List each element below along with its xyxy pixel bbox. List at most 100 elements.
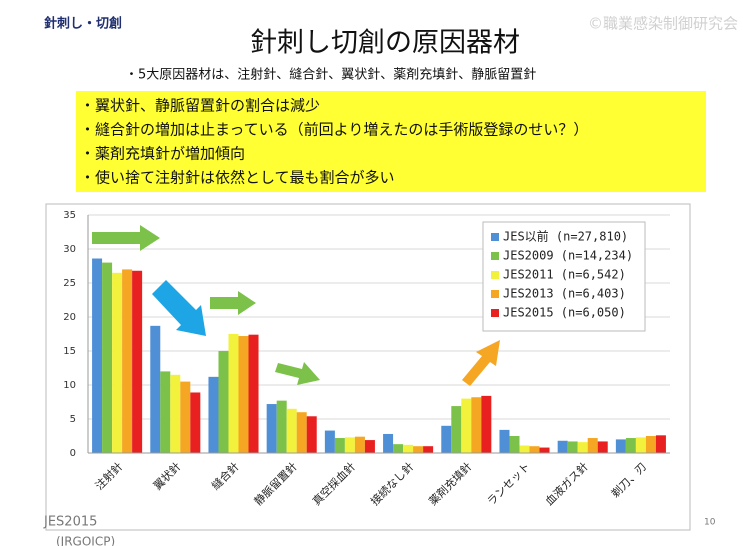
arrow <box>210 291 256 315</box>
y-tick-label: 10 <box>63 380 76 391</box>
bar <box>344 437 355 453</box>
bar <box>266 404 277 453</box>
y-tick-label: 0 <box>70 448 76 459</box>
bar <box>519 445 530 453</box>
legend-label: JES2013 (n=6,403) <box>503 287 626 301</box>
y-tick-label: 15 <box>63 346 76 357</box>
bar <box>276 400 287 453</box>
legend-swatch <box>491 309 499 317</box>
legend-box <box>482 221 646 332</box>
y-tick-label: 30 <box>63 244 76 255</box>
bullet: ・縫合針の増加は止まっている（前回より増えたのは手術版登録のせい？） <box>80 121 588 139</box>
bullet: ・使い捨て注射針は依然として最も割合が多い <box>80 169 395 187</box>
bar <box>655 435 666 453</box>
bar <box>393 444 404 453</box>
legend-swatch <box>491 290 499 298</box>
bar <box>383 433 394 453</box>
bar <box>180 381 191 453</box>
bar <box>567 441 578 453</box>
bar <box>324 430 335 453</box>
bar <box>306 416 317 453</box>
bar <box>218 351 229 453</box>
bar <box>413 446 424 453</box>
y-tick-label: 25 <box>63 278 76 289</box>
legend-swatch <box>491 271 499 279</box>
y-tick-label: 5 <box>70 414 76 425</box>
bar <box>471 397 482 453</box>
bar <box>625 438 636 453</box>
bar <box>286 408 297 453</box>
bar <box>354 436 365 453</box>
x-tick-label: ランセット <box>485 460 533 508</box>
x-tick-label: 剃刀、刃 <box>609 460 649 500</box>
arrow <box>275 362 320 385</box>
bar <box>364 440 375 453</box>
bar <box>509 436 520 453</box>
footer: JES2015 <box>43 515 97 530</box>
bar <box>122 269 133 453</box>
footer-sub: (JRGOICP) <box>56 535 115 546</box>
legend-swatch <box>491 233 499 241</box>
bar <box>150 325 161 453</box>
bar <box>461 398 472 453</box>
bar <box>635 437 646 453</box>
highlight-box <box>76 91 706 192</box>
subtitle: ・5大原因器材は、注射針、縫合針、翼状針、薬剤充填針、静脈留置針 <box>125 67 536 83</box>
legend-label: JES以前 (n=27,810) <box>503 229 628 244</box>
x-tick-label: 接続なし針 <box>368 459 417 508</box>
bar <box>228 334 239 453</box>
bar <box>102 262 113 453</box>
bar <box>403 444 414 453</box>
bar <box>587 438 598 453</box>
annotation-arrows <box>92 225 500 386</box>
arrow <box>92 225 160 251</box>
bar <box>423 446 434 453</box>
x-tick-label: 縫合針 <box>209 459 242 492</box>
bar <box>238 336 249 453</box>
bar <box>160 371 171 453</box>
bar <box>481 395 492 453</box>
bullet: ・薬剤充填針が増加傾向 <box>80 145 245 163</box>
x-tick-label: 薬剤充填針 <box>426 459 475 508</box>
bullet: ・翼状針、静脈留置針の割合は減少 <box>80 97 320 115</box>
bar <box>441 425 452 453</box>
chart-frame <box>45 203 691 531</box>
bar <box>334 438 345 453</box>
bar <box>248 334 259 453</box>
x-tick-label: 注射針 <box>92 459 125 492</box>
bar <box>296 412 307 453</box>
arrow <box>462 340 500 386</box>
legend-label: JES2011 (n=6,542) <box>503 268 626 282</box>
slide-title: 針刺し切創の原因器材 <box>250 28 520 59</box>
slide-label: 針刺し・切創 <box>44 16 122 32</box>
x-tick-label: 真空採血針 <box>309 459 358 508</box>
plot: 0 5 10 15 20 25 30 35 注射針 翼状針 縫合針 静脈留置針 真空採血針 接続なし針 薬剤… <box>63 210 670 508</box>
bar <box>615 439 626 453</box>
bar <box>539 447 550 453</box>
bar <box>132 270 143 453</box>
y-tick-label: 20 <box>63 312 76 323</box>
x-tick-label: 血液ガス針 <box>542 459 591 508</box>
bar <box>557 440 568 453</box>
x-tick-label: 静脈留置針 <box>251 459 300 508</box>
legend-label: JES2015 (n=6,050) <box>503 306 626 320</box>
legend-label: JES2009 (n=14,234) <box>503 249 633 263</box>
bar <box>645 436 656 453</box>
bar <box>499 429 510 453</box>
y-tick-label: 35 <box>63 210 76 221</box>
bar <box>92 258 103 453</box>
bar <box>170 374 181 453</box>
legend-swatch <box>491 252 499 260</box>
x-tick-label: 翼状針 <box>150 459 183 492</box>
bar <box>451 406 462 453</box>
bar <box>577 442 588 453</box>
bar <box>208 376 219 453</box>
bar <box>190 392 201 453</box>
arrow <box>152 280 206 336</box>
bar <box>597 441 608 453</box>
page-number: 10 <box>704 518 716 528</box>
bar <box>529 446 540 453</box>
bar <box>112 272 123 453</box>
